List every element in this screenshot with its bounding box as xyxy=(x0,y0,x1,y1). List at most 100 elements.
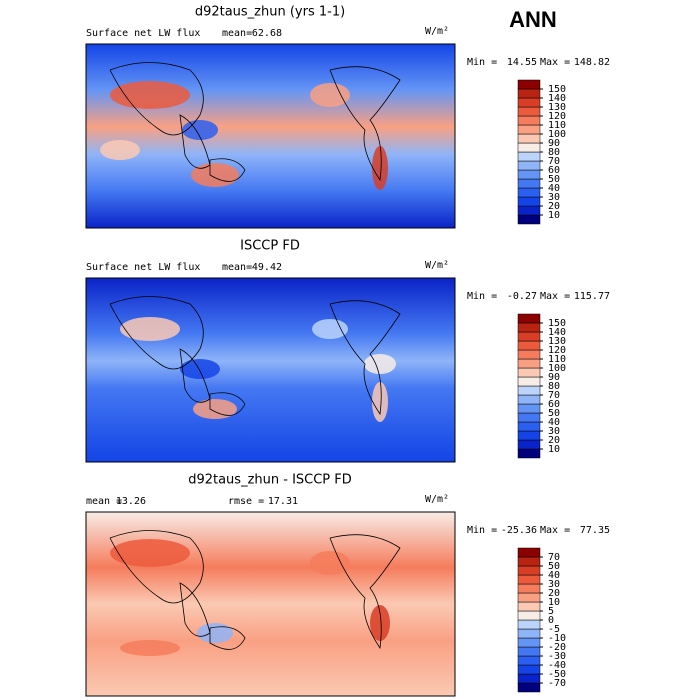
colorbar-label: -30 xyxy=(548,651,566,662)
colorbar-label: 10 xyxy=(548,210,560,221)
colorbar-box xyxy=(517,664,541,675)
panel-title: d92taus_zhun - ISCCP FD xyxy=(188,473,352,488)
colorbar-label: 60 xyxy=(548,165,560,176)
colorbar-label: 150 xyxy=(548,84,566,95)
map-feature xyxy=(110,81,190,109)
colorbar-label: 10 xyxy=(548,597,560,608)
colorbar-label: -5 xyxy=(548,624,560,635)
colorbar-label: 80 xyxy=(548,147,560,158)
colorbar-label: 10 xyxy=(548,444,560,455)
colorbar-label: 20 xyxy=(548,588,560,599)
colorbar-label: 110 xyxy=(548,120,566,131)
min-label: Min = xyxy=(467,57,497,68)
map-feature xyxy=(120,640,180,656)
colorbar-box xyxy=(517,97,541,108)
season-label: ANN xyxy=(509,7,557,32)
colorbar-label: 30 xyxy=(548,192,560,203)
colorbar-box xyxy=(517,196,541,207)
colorbar-label: 70 xyxy=(548,156,560,167)
colorbar-label: 30 xyxy=(548,579,560,590)
map-frame xyxy=(85,511,456,697)
map-feature xyxy=(310,83,350,107)
stat-label: mean= xyxy=(222,28,252,39)
max-value: 148.82 xyxy=(574,57,610,68)
map-feature xyxy=(364,354,396,374)
map-feature xyxy=(100,140,140,160)
colorbar-box xyxy=(517,367,541,378)
colorbar-label: 90 xyxy=(548,372,560,383)
map-feature xyxy=(182,120,218,140)
colorbar-box xyxy=(517,214,541,225)
max-value: 115.77 xyxy=(574,291,610,302)
panel-title: ISCCP FD xyxy=(240,239,300,254)
colorbar-box xyxy=(517,394,541,405)
colorbar-box xyxy=(517,421,541,432)
map-feature xyxy=(191,163,239,187)
colorbar-box xyxy=(517,439,541,450)
colorbar-box xyxy=(517,655,541,666)
colorbar-box xyxy=(517,106,541,117)
colorbar-label: 110 xyxy=(548,354,566,365)
units-label: W/m² xyxy=(425,26,449,37)
min-value: -0.27 xyxy=(507,291,537,302)
colorbar-label: 140 xyxy=(548,93,566,104)
max-label: Max = xyxy=(540,525,570,536)
colorbar-box xyxy=(517,412,541,423)
colorbar-box xyxy=(517,331,541,342)
coastline xyxy=(109,530,401,650)
colorbar-label: 100 xyxy=(548,363,566,374)
colorbar-box xyxy=(517,205,541,216)
colorbar-box xyxy=(517,592,541,603)
colorbar-label: 5 xyxy=(548,606,554,617)
map-feature xyxy=(197,623,233,643)
colorbar-label: 150 xyxy=(548,318,566,329)
colorbar-label: 40 xyxy=(548,570,560,581)
colorbar-box xyxy=(517,448,541,459)
colorbar-box xyxy=(517,79,541,90)
colorbar-box xyxy=(517,385,541,396)
colorbar-box xyxy=(517,169,541,180)
colorbar-label: -20 xyxy=(548,642,566,653)
map-feature xyxy=(193,399,237,419)
map-feature xyxy=(110,539,190,567)
colorbar-box xyxy=(517,583,541,594)
colorbar-label: 80 xyxy=(548,381,560,392)
colorbar-label: 120 xyxy=(548,345,566,356)
max-label: Max = xyxy=(540,57,570,68)
map-feature xyxy=(120,317,180,341)
colorbar-box xyxy=(517,349,541,360)
units-label: W/m² xyxy=(425,260,449,271)
map-feature xyxy=(312,319,348,339)
colorbar-box xyxy=(517,637,541,648)
colorbar-box xyxy=(517,673,541,684)
colorbar-box xyxy=(517,151,541,162)
colorbar-label: -10 xyxy=(548,633,566,644)
variable-label: Surface net LW flux xyxy=(86,262,200,273)
colorbar-box xyxy=(517,646,541,657)
colorbar-box xyxy=(517,628,541,639)
stat-value: 17.31 xyxy=(268,496,298,507)
colorbar-label: 50 xyxy=(548,561,560,572)
max-label: Max = xyxy=(540,291,570,302)
colorbar-box xyxy=(517,682,541,693)
stat-value: 49.42 xyxy=(252,262,282,273)
colorbar-box xyxy=(517,610,541,621)
colorbar-box xyxy=(517,403,541,414)
map-feature xyxy=(372,382,388,422)
colorbar-label: 100 xyxy=(548,129,566,140)
min-value: -25.36 xyxy=(501,525,537,536)
colorbar-box xyxy=(517,430,541,441)
panel-title: d92taus_zhun (yrs 1-1) xyxy=(195,5,345,20)
colorbar-box xyxy=(517,574,541,585)
map-frame xyxy=(85,277,456,463)
map-feature xyxy=(310,551,350,575)
colorbar-box xyxy=(517,376,541,387)
colorbar-box xyxy=(517,124,541,135)
stat-label: mean= xyxy=(222,262,252,273)
colorbar-box xyxy=(517,313,541,324)
colorbar-label: 90 xyxy=(548,138,560,149)
colorbar-label: 140 xyxy=(548,327,566,338)
colorbar-label: 130 xyxy=(548,102,566,113)
colorbar-label: 60 xyxy=(548,399,560,410)
